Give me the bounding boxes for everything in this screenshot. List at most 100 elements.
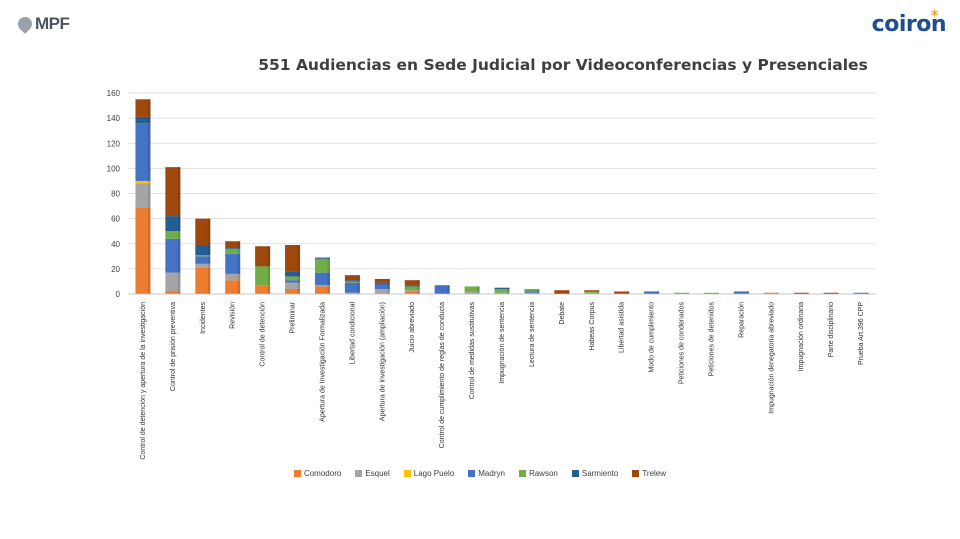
bar-segment — [524, 292, 540, 294]
bar-segment-shade — [237, 273, 241, 281]
bar-segment — [374, 282, 390, 284]
y-tick-label: 140 — [107, 114, 121, 123]
bar-segment-shade — [507, 287, 510, 289]
bar-segment — [135, 116, 151, 124]
bar-segment-shade — [267, 266, 271, 286]
bar-segment — [195, 263, 211, 268]
bar-segment-shade — [327, 285, 330, 287]
bar-segment — [584, 292, 600, 294]
bar-segment — [135, 99, 151, 117]
bar-segment-shade — [267, 246, 271, 267]
coiron-logo: coiron ✶ — [872, 6, 947, 37]
bar-segment-shade — [866, 292, 869, 294]
bar-segment-shade — [147, 207, 151, 294]
bar-segment-shade — [177, 167, 181, 217]
bar-segment-shade — [746, 292, 749, 294]
bar-segment — [225, 273, 241, 281]
bar-segment — [195, 255, 211, 257]
bar-segment — [285, 271, 301, 277]
bar-segment — [165, 291, 181, 294]
category-label: Apertura de investigación (ampliación) — [379, 302, 386, 421]
bar-segment — [494, 292, 510, 294]
bar-segment — [464, 291, 480, 294]
legend-item: Rawson — [518, 469, 558, 478]
y-tick-label: 40 — [111, 240, 120, 249]
legend-label: Comodoro — [303, 469, 342, 478]
category-label: Lectura de sentencia — [529, 302, 536, 367]
bar-segment-shade — [297, 282, 301, 289]
bar-segment-shade — [147, 123, 151, 181]
bar-segment — [135, 123, 151, 181]
y-tick-label: 160 — [107, 89, 121, 98]
bar-segment-shade — [207, 255, 211, 257]
legend-swatch — [355, 470, 363, 477]
bar-segment — [404, 290, 420, 292]
bar-segment-shade — [357, 281, 360, 283]
category-label: Control de detención y apertura de la in… — [140, 302, 147, 460]
bar-segment — [314, 286, 330, 294]
bar-segment — [314, 285, 330, 287]
bar-segment-shade — [417, 290, 420, 292]
bar-segment-shade — [477, 291, 480, 294]
bar-segment-shade — [417, 280, 420, 286]
bar-segment-shade — [776, 292, 779, 294]
bar-segment-shade — [536, 288, 540, 292]
bar-segment — [225, 253, 241, 274]
bar-segment — [225, 241, 241, 248]
bar-segment — [404, 280, 420, 286]
bar-segment-shade — [237, 280, 241, 294]
bar-segment — [853, 292, 869, 294]
bar-segment-shade — [387, 288, 390, 294]
bar-segment — [404, 286, 420, 291]
category-label: Modo de cumplimiento — [649, 302, 656, 373]
category-label: Preliminar — [290, 301, 297, 333]
bar-segment — [225, 247, 241, 249]
bar-segment — [733, 291, 749, 293]
bar-segment-shade — [147, 99, 151, 117]
category-label: Control de cumplimiento de reglas de con… — [439, 302, 446, 448]
bar-segment — [494, 288, 510, 293]
category-label: Libertad condicional — [349, 302, 356, 365]
bar-segment — [344, 282, 360, 293]
bar-segment-shade — [267, 285, 271, 294]
bar-segment-shade — [596, 291, 600, 293]
bar-segment-shade — [327, 272, 330, 286]
bar-segment — [494, 287, 510, 289]
bar-segment-shade — [417, 286, 420, 291]
bar-segment — [554, 290, 570, 294]
bar-segment-shade — [387, 283, 390, 289]
mpf-logo: MPF — [15, 14, 70, 34]
category-label: Juicio abreviado — [409, 302, 416, 353]
bar-segment — [255, 266, 271, 286]
bar-segment-shade — [297, 288, 301, 294]
bar-segment — [374, 288, 390, 294]
bar-segment — [614, 291, 630, 294]
bar-segment-shade — [237, 241, 241, 248]
bar-segment-shade — [596, 292, 600, 294]
bar-segment — [255, 285, 271, 294]
bar-segment — [314, 272, 330, 286]
bar-segment-shade — [237, 248, 241, 254]
bar-segment-shade — [596, 290, 600, 292]
bar-segment-shade — [327, 286, 330, 294]
bar-segment-shade — [327, 257, 330, 259]
bar-segment — [165, 167, 181, 217]
bar-segment-shade — [507, 288, 510, 293]
bar-segment — [195, 218, 211, 246]
category-label: Debate — [559, 302, 566, 325]
bar-segment — [733, 292, 749, 294]
bar-segment — [464, 286, 480, 292]
bar-segment — [644, 291, 660, 293]
legend-swatch — [403, 470, 411, 477]
legend-label: Madryn — [478, 469, 505, 478]
y-tick-label: 0 — [116, 290, 121, 299]
legend-item: Trelew — [632, 469, 666, 478]
bar-segment-shade — [536, 292, 540, 294]
bar-segment — [584, 291, 600, 293]
legend-swatch — [293, 470, 301, 477]
category-label: Impugnación ordinaria — [798, 302, 805, 371]
bar-segment — [344, 281, 360, 283]
category-label: Peticiones de condenados — [679, 302, 686, 385]
bar-segment — [644, 292, 660, 294]
legend-item: Esquel — [355, 469, 390, 478]
